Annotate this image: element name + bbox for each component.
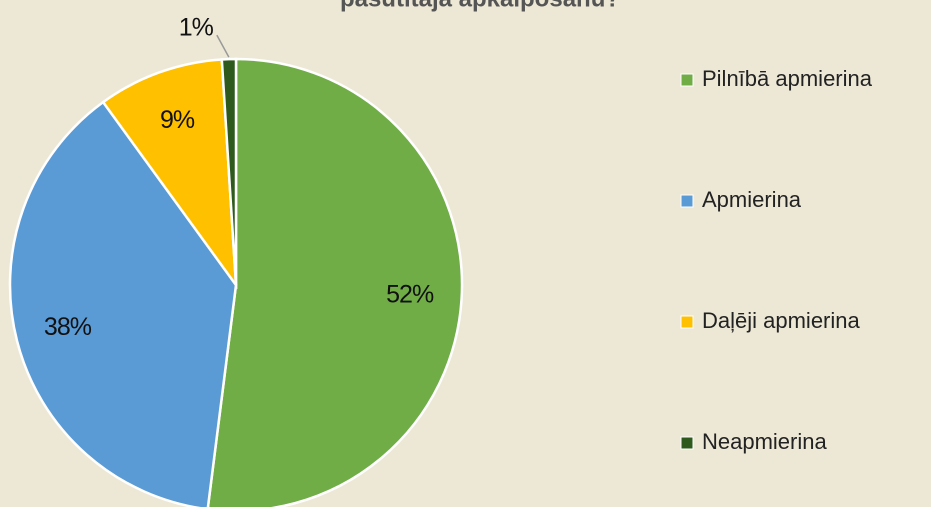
pie-slice (101, 58, 238, 290)
legend-swatch (680, 436, 694, 450)
legend-label: Pilnībā apmierina (702, 66, 873, 91)
legend-label: Neapmierina (702, 429, 827, 454)
data-label: 1% (179, 14, 214, 42)
data-label: 38% (44, 313, 92, 341)
data-label: 52% (386, 281, 434, 309)
pie-slice (220, 57, 238, 286)
legend-label: Daļēji apmierina (702, 308, 861, 333)
legend-swatch (680, 194, 694, 208)
legend-swatch (680, 73, 694, 87)
chart-title: pasūtītāja apkalpošanu? (340, 0, 620, 12)
pie-slice (8, 100, 238, 507)
legend-label: Apmierina (702, 187, 802, 212)
data-label: 9% (160, 106, 195, 134)
pie-slice (206, 57, 464, 507)
leader-line (216, 34, 230, 58)
legend-swatch (680, 315, 694, 329)
